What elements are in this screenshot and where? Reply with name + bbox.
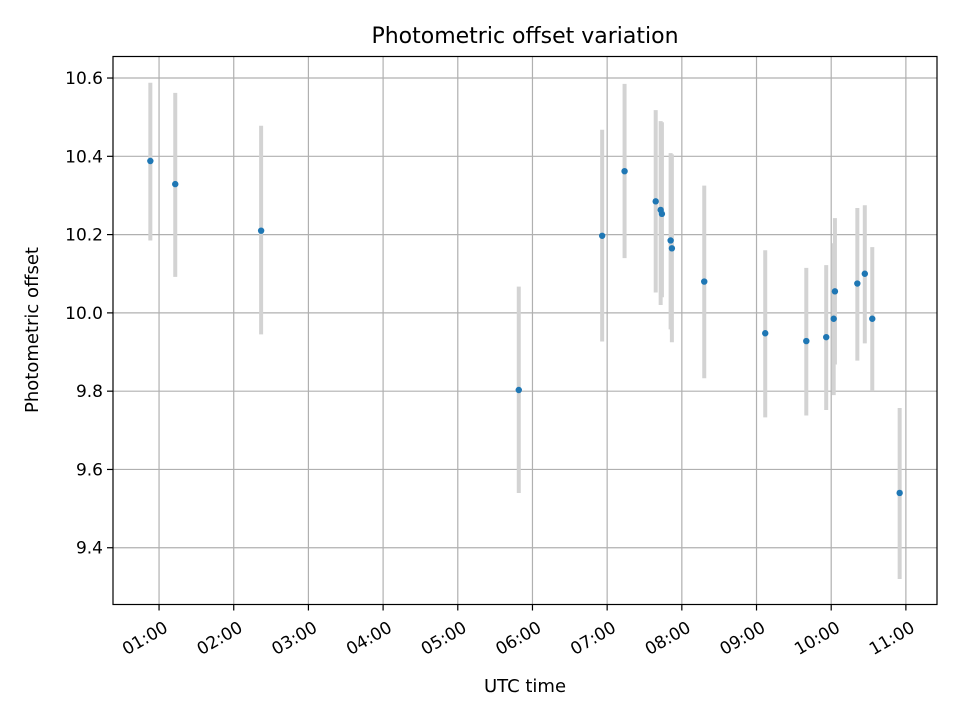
plot-area-frame [112, 55, 938, 606]
data-point [668, 245, 676, 252]
data-point [658, 210, 666, 218]
data-point [823, 333, 830, 341]
chart-title: Photometric offset variation [371, 24, 678, 49]
data-point [896, 489, 903, 497]
data-point [257, 227, 265, 234]
y-axis-ticks: 9.4 9.6 9.8 10.0 10.2 10.4 10.6 [65, 69, 113, 559]
y-tick-label: 10.6 [65, 69, 103, 89]
data-point [172, 180, 179, 188]
data-point [667, 237, 674, 244]
data-point [830, 315, 837, 322]
x-axis-label: UTC time [484, 676, 566, 697]
y-tick-label: 9.8 [76, 382, 103, 402]
data-points [147, 157, 903, 497]
y-tick-label: 9.6 [76, 460, 103, 480]
data-point [147, 157, 154, 165]
grid [113, 56, 937, 605]
data-point [762, 330, 769, 337]
y-tick-label: 9.4 [76, 539, 103, 559]
data-point [831, 288, 839, 295]
y-axis-label: Photometric offset [22, 247, 43, 413]
data-point [652, 198, 659, 205]
data-point [869, 315, 876, 322]
y-tick-label: 10.4 [65, 147, 103, 167]
data-point [515, 386, 522, 394]
y-tick-label: 10.0 [65, 304, 103, 324]
data-point [861, 270, 869, 277]
data-point [621, 167, 628, 175]
y-tick-label: 10.2 [65, 226, 103, 246]
data-point [803, 337, 810, 345]
data-point [701, 278, 708, 285]
data-point [598, 232, 606, 239]
data-point [854, 280, 861, 287]
